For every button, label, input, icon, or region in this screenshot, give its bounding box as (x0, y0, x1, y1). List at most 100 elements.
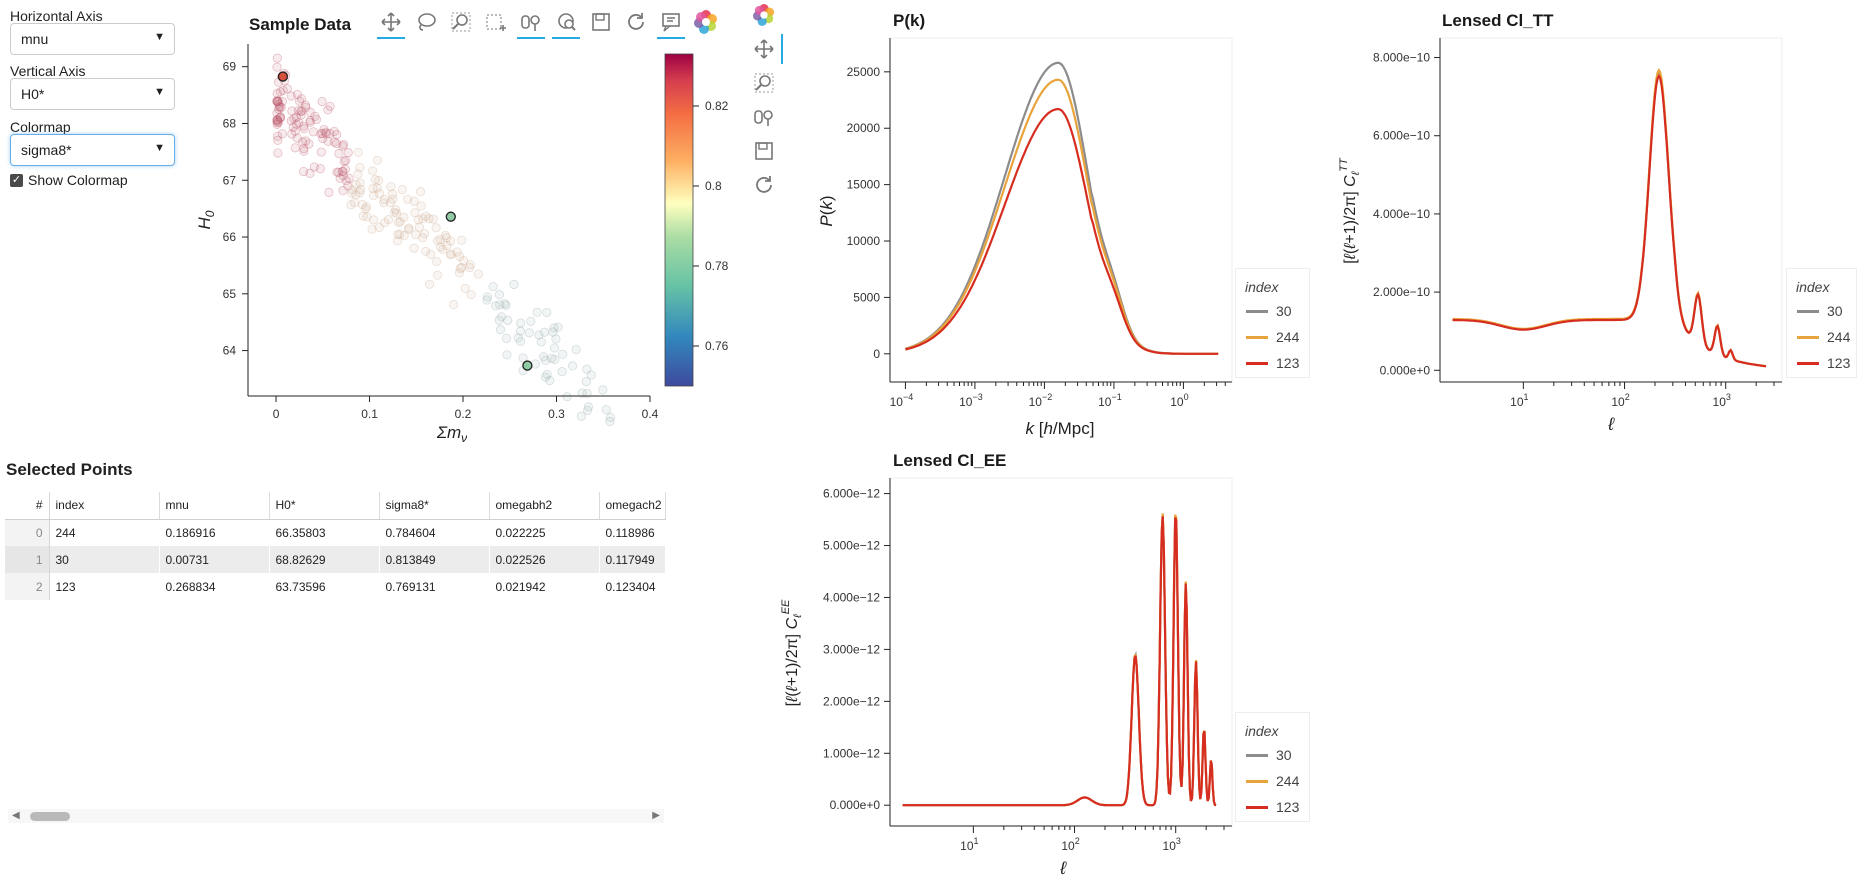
horizontal-axis-select[interactable]: mnu ▼ (10, 23, 175, 55)
scatter-point[interactable] (452, 247, 462, 257)
scatter-point[interactable] (530, 359, 540, 369)
scatter-point[interactable] (558, 349, 568, 359)
tt-series-line[interactable] (1452, 74, 1767, 368)
tt-legend-item[interactable]: 244 (1797, 329, 1850, 345)
tt-series-line[interactable] (1452, 67, 1767, 368)
pk-plot[interactable]: 10−4 10−3 10−2 10−1 100 0 5000 10000 15000 20000 2… (810, 36, 1235, 446)
scatter-point[interactable] (418, 233, 428, 243)
scatter-point[interactable] (319, 125, 329, 135)
scatter-point[interactable] (272, 116, 282, 126)
scatter-point[interactable] (310, 111, 320, 121)
scatter-point[interactable] (355, 178, 365, 188)
col-header-rownum[interactable]: # (5, 492, 50, 520)
scatter-point[interactable] (296, 110, 306, 120)
cell-mnu[interactable]: 0.00731 (159, 546, 269, 573)
scatter-point[interactable] (577, 388, 587, 398)
scatter-point[interactable] (397, 184, 407, 195)
scatter-point[interactable] (455, 264, 465, 274)
scatter-point[interactable] (358, 211, 368, 221)
scatter-point[interactable] (273, 135, 283, 145)
cell-index[interactable]: 244 (55, 525, 76, 540)
scatter-point[interactable] (456, 263, 467, 273)
scatter-point[interactable] (380, 218, 390, 228)
scatter-point[interactable] (581, 377, 591, 387)
show-colormap-checkbox[interactable]: ✓ (10, 173, 23, 187)
scatter-point[interactable] (351, 179, 361, 189)
scatter-point[interactable] (515, 336, 526, 347)
scatter-point[interactable] (274, 102, 284, 112)
scatter-point[interactable] (290, 126, 300, 136)
scatter-point[interactable] (576, 411, 586, 421)
scatter-point[interactable] (339, 156, 349, 166)
scatter-point[interactable] (338, 141, 348, 151)
pk-series-line[interactable] (905, 78, 1219, 355)
ee-series-line[interactable] (902, 516, 1217, 807)
scatter-point[interactable] (526, 316, 536, 326)
scatter-point[interactable] (454, 268, 464, 278)
scatter-point[interactable] (299, 143, 309, 154)
box-zoom-tool-2[interactable] (749, 68, 779, 98)
scatter-point[interactable] (272, 88, 282, 99)
scatter-point[interactable] (338, 166, 348, 176)
scatter-point[interactable] (415, 187, 426, 197)
scatter-point[interactable] (333, 167, 344, 177)
scatter-point[interactable] (374, 222, 384, 232)
cell-mnu[interactable]: 0.268834 (165, 579, 216, 594)
scatter-point[interactable] (411, 230, 421, 240)
scatter-point[interactable] (387, 189, 397, 199)
scatter-point[interactable] (335, 173, 345, 183)
wheel-zoom-tool[interactable] (552, 7, 580, 39)
scatter-point[interactable] (323, 105, 333, 115)
scatter-point[interactable] (294, 96, 305, 106)
scatter-point[interactable] (368, 215, 379, 225)
scatter-point[interactable] (272, 96, 282, 107)
scatter-point[interactable] (388, 194, 398, 204)
scatter-point[interactable] (445, 236, 456, 246)
scatter-point[interactable] (272, 53, 282, 63)
scatter-point[interactable] (518, 353, 528, 363)
cell-omegabh2[interactable]: 0.021942 (495, 579, 546, 594)
scatter-point[interactable] (275, 113, 285, 123)
scatter-point[interactable] (583, 402, 594, 412)
scroll-left-icon[interactable]: ◀ (12, 810, 20, 821)
scatter-point[interactable] (277, 96, 287, 107)
selected-scatter-point[interactable] (522, 360, 533, 371)
scatter-point[interactable] (317, 96, 327, 107)
scatter-point[interactable] (292, 89, 302, 99)
scatter-point[interactable] (338, 170, 348, 181)
scatter-point[interactable] (282, 84, 292, 94)
scatter-point[interactable] (488, 282, 498, 292)
scatter-point[interactable] (350, 198, 360, 208)
scatter-point[interactable] (317, 128, 328, 139)
scatter-point[interactable] (332, 130, 342, 140)
ee-series-line[interactable] (902, 513, 1217, 807)
scatter-point[interactable] (329, 137, 339, 147)
pan-tool-2[interactable] (749, 34, 783, 64)
scatter-point[interactable] (428, 214, 438, 224)
scatter-point[interactable] (413, 215, 424, 225)
scatter-point[interactable] (532, 307, 542, 317)
scatter-point[interactable] (538, 352, 549, 362)
scatter-point[interactable] (362, 212, 372, 222)
scatter-point[interactable] (446, 249, 456, 259)
scatter-point[interactable] (442, 240, 452, 251)
cell-sigma8[interactable]: 0.784604 (385, 525, 436, 540)
pk-legend-item[interactable]: 123 (1246, 355, 1299, 371)
scatter-point[interactable] (465, 262, 475, 273)
scatter-point[interactable] (441, 233, 452, 243)
scatter-point[interactable] (455, 251, 465, 262)
scatter-point[interactable] (278, 85, 288, 96)
scatter-point[interactable] (431, 223, 441, 233)
scatter-point[interactable] (353, 147, 363, 158)
scatter-point[interactable] (272, 62, 282, 72)
bokeh-logo[interactable] (692, 7, 720, 37)
selected-scatter-point[interactable] (277, 71, 289, 82)
scatter-point[interactable] (275, 102, 285, 112)
scatter-point[interactable] (539, 327, 550, 337)
scatter-point[interactable] (315, 164, 325, 174)
scatter-point[interactable] (553, 322, 563, 332)
scatter-point[interactable] (298, 137, 308, 147)
scatter-point[interactable] (325, 128, 335, 139)
scatter-point[interactable] (340, 164, 350, 174)
scatter-point[interactable] (540, 355, 551, 366)
